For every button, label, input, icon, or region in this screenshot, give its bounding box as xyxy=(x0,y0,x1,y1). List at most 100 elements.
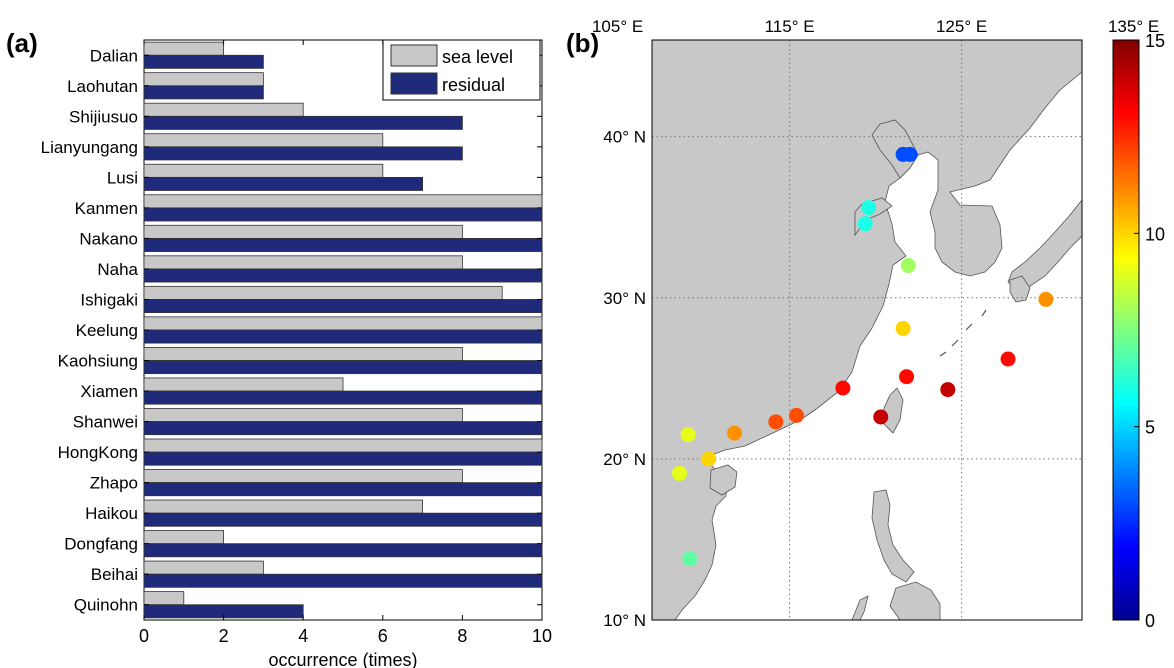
station-point xyxy=(682,551,698,567)
category-label-beihai: Beihai xyxy=(91,565,138,584)
station-point xyxy=(900,258,916,274)
bar-sea-level-keelung xyxy=(143,316,543,331)
colorbar-tick-label-15: 15 xyxy=(1145,31,1165,51)
land-luzon xyxy=(871,489,915,583)
bar-residual-shanwei xyxy=(143,421,543,436)
station-point xyxy=(895,320,911,336)
bar-marks xyxy=(143,41,543,619)
map-frame xyxy=(651,39,1083,621)
station-point xyxy=(1000,351,1016,367)
bar-residual-shijiusuo xyxy=(143,115,463,130)
bar-residual-hongkong xyxy=(143,451,543,466)
bar-sea-level-zhapo xyxy=(143,469,463,484)
land-ryukyu xyxy=(939,309,987,357)
legend-label-residual: residual xyxy=(442,75,505,95)
bar-sea-level-dalian xyxy=(143,41,224,56)
station-point xyxy=(680,427,696,443)
category-label-kaohsiung: Kaohsiung xyxy=(58,352,138,371)
category-label-shijiusuo: Shijiusuo xyxy=(69,107,138,126)
bar-residual-lianyungang xyxy=(143,146,463,161)
category-label-shanwei: Shanwei xyxy=(73,413,138,432)
station-point xyxy=(788,407,804,423)
bar-sea-level-ishigaki xyxy=(143,285,503,300)
bar-sea-level-dongfang xyxy=(143,530,224,545)
bar-residual-laohutan xyxy=(143,85,264,100)
bar-residual-lusi xyxy=(143,176,424,191)
x-tick-label-0: 0 xyxy=(139,626,149,646)
category-label-hongkong: HongKong xyxy=(58,443,138,462)
station-point xyxy=(768,414,784,430)
legend-swatch-sea-level xyxy=(390,44,438,67)
x-tick-label-6: 6 xyxy=(378,626,388,646)
station-point xyxy=(857,216,873,232)
land-palawan xyxy=(851,595,869,620)
station-point xyxy=(1038,291,1054,307)
land-masses xyxy=(652,40,1082,620)
map-chart: 105° E 115° E 125° E 135° E 40° N 30° N 20° N 1… xyxy=(592,17,1159,630)
bar-residual-xiamen xyxy=(143,390,543,405)
category-label-lianyungang: Lianyungang xyxy=(41,138,138,157)
bar-residual-ishigaki xyxy=(143,299,543,314)
bar-residual-nakano xyxy=(143,238,543,252)
station-point xyxy=(701,451,717,467)
bar-sea-level-beihai xyxy=(143,560,264,575)
bar-sea-level-kaohsiung xyxy=(143,346,463,361)
x-tick-label-8: 8 xyxy=(457,626,467,646)
map-x-label-115-e: 115° E xyxy=(765,17,815,36)
panel-label-a: (a) xyxy=(6,28,38,58)
land-visayas xyxy=(889,581,941,620)
station-point xyxy=(835,380,851,396)
station-point xyxy=(861,200,877,216)
bar-sea-level-laohutan xyxy=(143,72,264,87)
map-x-label-135-e: 135° E xyxy=(1108,17,1159,36)
category-label-kanmen: Kanmen xyxy=(75,199,138,218)
panel-label-b: (b) xyxy=(566,28,599,58)
colorbar-gradient xyxy=(1112,39,1140,621)
bar-sea-level-shanwei xyxy=(143,408,463,422)
category-label-ishigaki: Ishigaki xyxy=(80,290,138,309)
bar-chart: Dalian Laohutan Shijiusuo Lianyungang Lusi Ka… xyxy=(41,39,552,668)
map-y-label-40-n: 40° N xyxy=(603,128,646,147)
category-label-dongfang: Dongfang xyxy=(64,535,138,554)
category-label-quinohn: Quinohn xyxy=(74,596,138,615)
category-label-laohutan: Laohutan xyxy=(67,77,138,96)
station-point xyxy=(672,465,688,481)
bar-residual-kanmen xyxy=(143,207,543,222)
bar-residual-zhapo xyxy=(143,482,543,497)
category-label-xiamen: Xiamen xyxy=(80,382,138,401)
bar-sea-level-naha xyxy=(143,255,463,270)
bar-residual-beihai xyxy=(143,573,543,588)
category-label-keelung: Keelung xyxy=(76,321,138,340)
legend-swatch-residual xyxy=(390,72,438,95)
x-tick-label-4: 4 xyxy=(298,626,308,646)
land-hainan xyxy=(709,464,738,496)
bar-sea-level-nakano xyxy=(143,224,463,239)
x-tick-label-10: 10 xyxy=(532,626,552,646)
station-point xyxy=(940,382,956,398)
map-points xyxy=(672,146,1054,567)
bar-sea-level-lusi xyxy=(143,163,384,178)
legend: sea level residual xyxy=(382,39,541,101)
map-y-label-10-n: 10° N xyxy=(603,611,646,630)
category-label-dalian: Dalian xyxy=(90,46,138,65)
bar-sea-level-shijiusuo xyxy=(143,102,304,117)
colorbar-ticks: 15 10 5 0 xyxy=(1134,31,1165,631)
bar-residual-dalian xyxy=(143,54,264,69)
station-point xyxy=(727,425,743,441)
colorbar-tick-label-10: 10 xyxy=(1145,224,1165,244)
bar-sea-level-kanmen xyxy=(143,194,543,209)
category-label-haikou: Haikou xyxy=(85,504,138,523)
bar-residual-haikou xyxy=(143,512,543,527)
x-axis-title: occurrence (times) xyxy=(268,650,417,668)
colorbar: 15 10 5 0 xyxy=(1112,31,1165,631)
category-label-nakano: Nakano xyxy=(79,229,138,248)
bar-sea-level-hongkong xyxy=(143,438,543,453)
map-axis-labels: 105° E 115° E 125° E 135° E 40° N 30° N 20° N 1… xyxy=(592,17,1159,630)
bar-sea-level-lianyungang xyxy=(143,133,384,148)
land-kyushu xyxy=(1009,275,1031,303)
bar-residual-dongfang xyxy=(143,543,543,558)
station-point xyxy=(902,146,918,162)
map-y-label-20-n: 20° N xyxy=(603,450,646,469)
category-label-lusi: Lusi xyxy=(107,168,138,187)
